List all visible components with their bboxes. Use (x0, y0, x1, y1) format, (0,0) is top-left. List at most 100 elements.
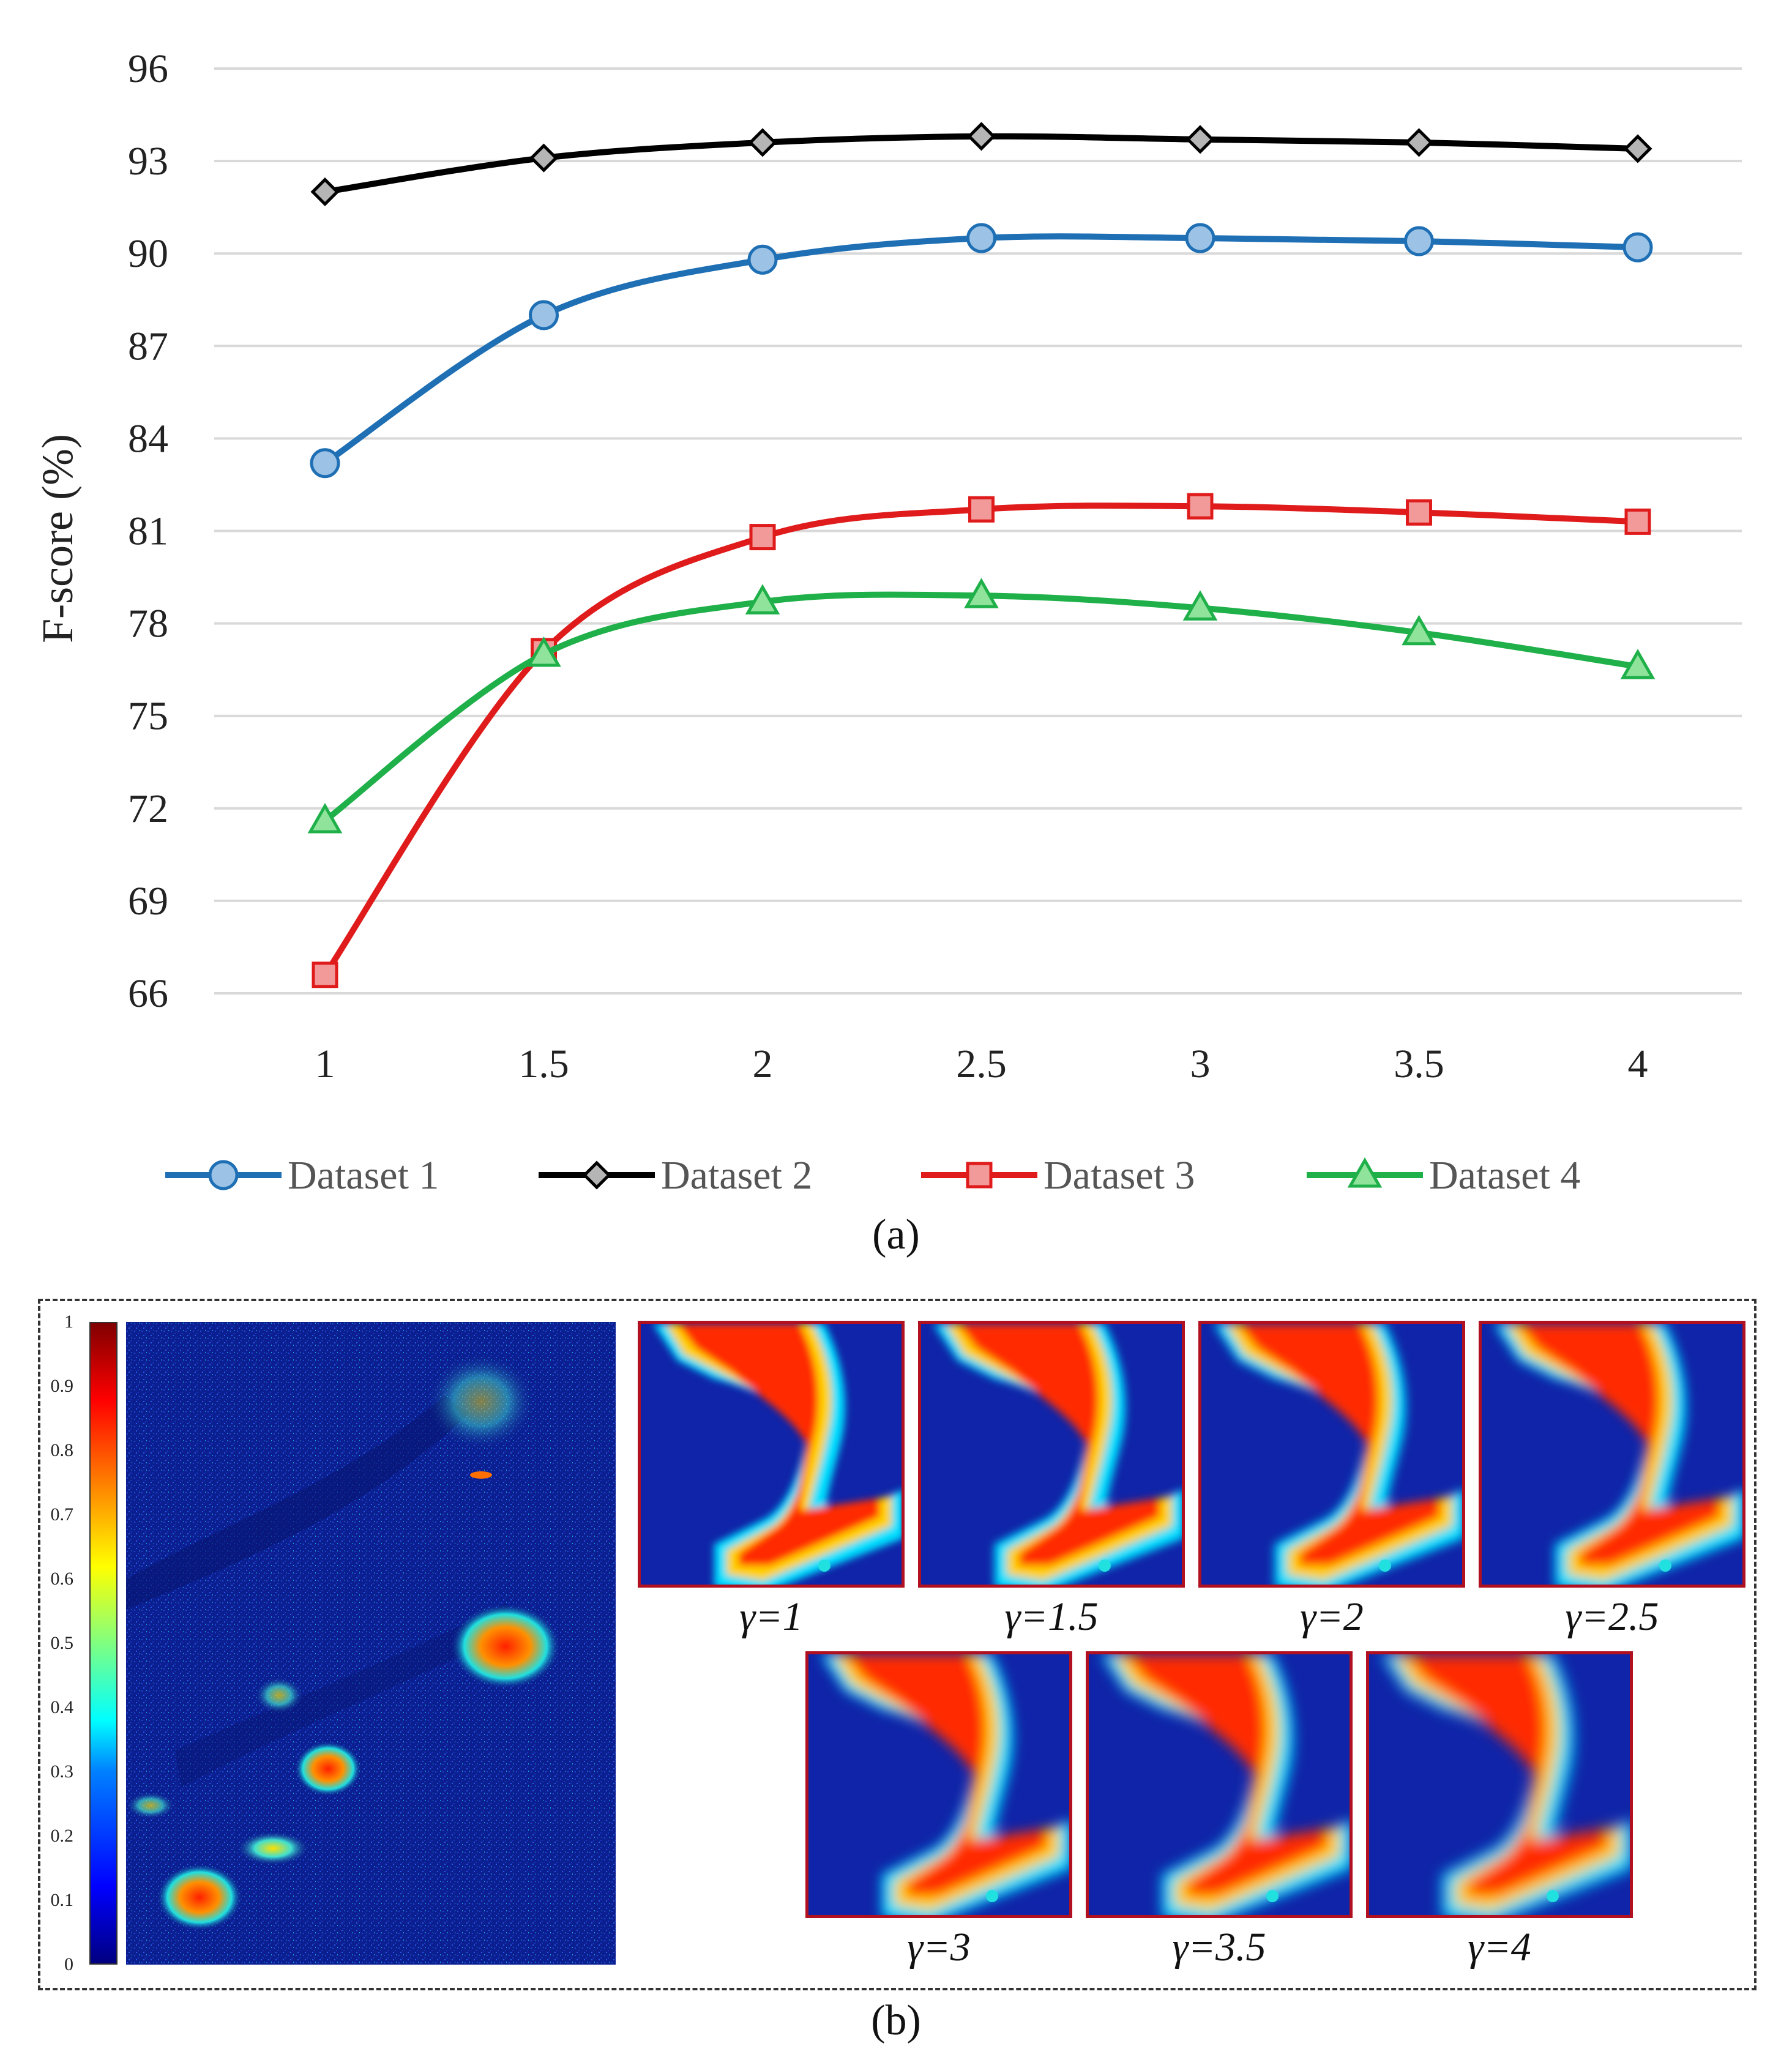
data-point (1402, 614, 1436, 646)
caption-a: (a) (872, 1211, 920, 1258)
gridlines (214, 67, 1742, 995)
data-point (1406, 499, 1432, 526)
y-tick-label: 90 (128, 231, 168, 276)
data-point (1404, 226, 1434, 256)
data-point (968, 496, 995, 523)
series-line (323, 591, 1638, 823)
gamma-label: γ=1.5 (1004, 1594, 1099, 1639)
data-point (1620, 649, 1656, 679)
legend-marker (966, 1162, 993, 1189)
legend-label: Dataset 2 (661, 1153, 812, 1198)
caption-b: (b) (871, 1997, 921, 2044)
heatmap-image (1201, 1324, 1462, 1585)
gamma-label: γ=4 (1468, 1925, 1531, 1970)
legend-marker (208, 1160, 239, 1190)
y-tick-label: 81 (128, 509, 168, 554)
y-axis-label: F-score (%) (33, 434, 82, 643)
y-tick-label: 72 (128, 786, 168, 831)
overview-heatmap-image (126, 1322, 616, 1965)
data-point (1624, 508, 1651, 535)
gamma-label: γ=3.5 (1172, 1925, 1266, 1970)
colorbar-label: 0.9 (50, 1376, 74, 1396)
x-tick-label: 4 (1628, 1042, 1648, 1086)
x-axis-ticks: 1 1.5 2 2.5 3 3.5 4 (315, 1042, 1648, 1086)
gamma-label: γ=2 (1300, 1594, 1364, 1639)
data-point (310, 177, 340, 207)
data-point (966, 223, 996, 253)
data-point (307, 802, 343, 834)
line-chart: 66 69 72 75 78 81 84 87 90 93 96 1 1.5 2 2.5 3 3.5 4 F-s… (33, 47, 1742, 1198)
legend-label: Dataset 4 (1429, 1153, 1580, 1198)
data-point (1182, 590, 1218, 621)
legend-item: Dataset 2 (539, 1153, 812, 1198)
x-tick-label: 3 (1190, 1042, 1211, 1086)
series-3 (312, 493, 1651, 988)
gamma-label: γ=2.5 (1565, 1594, 1659, 1639)
y-tick-label: 75 (128, 694, 168, 739)
x-tick-label: 2.5 (956, 1042, 1007, 1086)
y-tick-label: 87 (128, 324, 168, 368)
x-tick-label: 2 (753, 1042, 773, 1086)
series-line (322, 502, 1638, 977)
heatmap-panel: 1 0.9 0.8 0.7 0.6 0.5 0.4 0.3 0.2 0.1 0 (38, 1299, 1757, 1990)
heatmap-image (1482, 1324, 1742, 1585)
y-tick-label: 66 (128, 971, 168, 1016)
colorbar-label: 1 (64, 1312, 73, 1332)
legend: Dataset 1 Dataset 2 Dataset 3 Dataset 4 (165, 1153, 1580, 1198)
series-4 (307, 578, 1656, 834)
gamma-heatmap-thumbnail (1086, 1651, 1353, 1918)
gamma-heatmap-thumbnail (918, 1321, 1185, 1588)
heatmap-image (1369, 1654, 1630, 1915)
data-point (1187, 493, 1214, 520)
heatmap-image (808, 1654, 1069, 1915)
data-point (526, 636, 561, 667)
gamma-heatmap-thumbnail (638, 1321, 905, 1588)
overview-heatmap (126, 1322, 616, 1965)
series-1 (310, 223, 1653, 479)
series-2 (310, 122, 1652, 207)
gamma-heatmap-thumbnail (805, 1651, 1072, 1918)
colorbar-label: 0.4 (50, 1697, 74, 1717)
data-point (964, 578, 999, 608)
colorbar-label: 0 (64, 1954, 73, 1974)
heatmap-image (641, 1324, 902, 1585)
colorbar-label: 0.3 (50, 1761, 74, 1782)
data-point (312, 962, 338, 988)
y-tick-label: 78 (128, 602, 168, 646)
gamma-heatmap-thumbnail (1479, 1321, 1745, 1588)
legend-marker (1347, 1157, 1383, 1188)
colorbar (89, 1322, 118, 1965)
data-point (529, 300, 559, 330)
colorbar-label: 0.1 (50, 1890, 74, 1910)
y-axis-ticks: 66 69 72 75 78 81 84 87 90 93 96 (128, 47, 168, 1016)
gamma-heatmap-thumbnail (1366, 1651, 1633, 1918)
heatmap-image (1089, 1654, 1350, 1915)
x-tick-label: 1 (315, 1042, 335, 1086)
y-tick-label: 93 (128, 139, 168, 184)
data-point (747, 244, 778, 275)
data-point (1185, 125, 1215, 154)
colorbar-label: 0.7 (50, 1504, 74, 1525)
data-point (745, 584, 780, 614)
data-point (1185, 223, 1215, 253)
colorbar-label: 0.5 (50, 1633, 74, 1653)
x-tick-label: 1.5 (518, 1042, 569, 1086)
data-point (1404, 128, 1434, 157)
data-point (529, 143, 559, 173)
legend-label: Dataset 1 (288, 1153, 439, 1198)
data-point (966, 122, 996, 151)
data-point (310, 448, 340, 479)
series-lines (307, 122, 1656, 988)
data-point (1623, 134, 1652, 163)
legend-label: Dataset 3 (1043, 1153, 1195, 1198)
colorbar-label: 0.6 (50, 1569, 74, 1589)
gamma-heatmap-thumbnail (1198, 1321, 1465, 1588)
legend-item: Dataset 3 (921, 1153, 1195, 1198)
data-point (749, 524, 776, 551)
legend-item: Dataset 1 (165, 1153, 439, 1198)
gamma-label: γ=3 (907, 1925, 971, 1970)
y-tick-label: 96 (128, 47, 168, 91)
y-tick-label: 69 (128, 879, 168, 924)
heatmap-image (921, 1324, 1182, 1585)
colorbar-labels: 1 0.9 0.8 0.7 0.6 0.5 0.4 0.3 0.2 0.1 0 (49, 1309, 118, 1974)
